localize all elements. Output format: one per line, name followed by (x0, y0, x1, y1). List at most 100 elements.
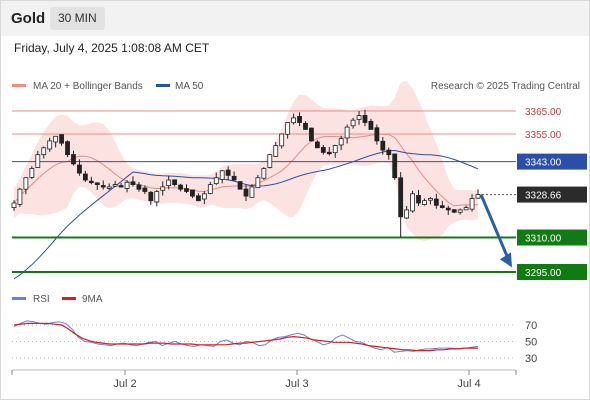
candle-body (362, 115, 368, 123)
forecast-arrow (479, 193, 512, 268)
rsi-legend-label: RSI (33, 294, 50, 305)
price-tags: 3365.00 3355.00 3343.00 3310.00 3295.00 3328.… (517, 107, 587, 280)
candle-body (463, 207, 469, 211)
rsi-legend-swatch (12, 297, 26, 300)
candle-body (201, 193, 207, 200)
ma50-legend-swatch (156, 84, 170, 87)
candle-body (41, 147, 47, 156)
candle-body (88, 180, 94, 184)
candle-body (255, 177, 261, 189)
candle-body (410, 193, 415, 212)
candle-body (320, 147, 326, 153)
candle-body (475, 194, 481, 199)
candle-body (213, 177, 219, 184)
rsi-panel: 70 50 30 (12, 320, 537, 365)
bollinger-bands (14, 81, 478, 242)
candle-body (243, 188, 249, 197)
ma9-legend-swatch (62, 297, 76, 300)
candle-body (469, 197, 475, 210)
bollinger-band-fill (14, 81, 478, 242)
candle-body (356, 115, 362, 120)
candle-body (29, 168, 35, 178)
level-label-3355.00: 3355.00 (525, 130, 562, 141)
candle-body (267, 154, 273, 168)
level-label-3310.00: 3310.00 (525, 234, 562, 245)
level-label-3365.00: 3365.00 (525, 107, 562, 118)
candle-body (309, 127, 314, 142)
candle-body (279, 133, 285, 147)
candle-body (17, 188, 23, 205)
candle-body (190, 189, 195, 197)
x-tick-label: Jul 3 (285, 378, 308, 390)
candle-body (100, 185, 106, 188)
candle-body (166, 179, 172, 187)
candle-body (47, 140, 53, 150)
candle-body (285, 122, 291, 135)
candle-body (219, 170, 225, 180)
candle-body (65, 141, 70, 156)
rsi-ma9-line (13, 322, 478, 352)
candle-body (350, 119, 356, 127)
candle-body (231, 175, 237, 181)
candle-body (380, 140, 386, 151)
forecast-arrow-head (500, 252, 512, 268)
level-tag-3343.00 (517, 153, 587, 170)
candle-body (404, 209, 410, 219)
candle-body (124, 181, 130, 189)
timeframe-badge[interactable]: 30 MIN (50, 7, 105, 30)
candle-body (451, 209, 457, 213)
rsi-tick-70: 70 (525, 320, 537, 332)
candle-body (291, 117, 296, 124)
last-price-label: 3328.66 (525, 191, 562, 202)
candle-body (368, 120, 374, 130)
candle-body (237, 181, 243, 190)
candle-body (273, 145, 279, 157)
level-tag-3310.00 (517, 229, 587, 246)
x-tick-label: Jul 4 (457, 378, 480, 390)
candle-body (172, 179, 178, 186)
price-levels (12, 110, 516, 273)
candle-body (207, 184, 213, 194)
rsi-tick-50: 50 (525, 337, 537, 349)
rsi-line (13, 320, 479, 353)
candle-body (196, 195, 201, 202)
ma-bb-legend-label: MA 20 + Bollinger Bands (33, 81, 143, 92)
candle-body (130, 181, 136, 186)
candlesticks (11, 109, 481, 238)
level-tag-3295.00 (517, 264, 587, 280)
candle-body (71, 154, 76, 165)
candle-body (184, 188, 189, 192)
candle-body (433, 198, 439, 206)
candle-body (374, 127, 380, 142)
candle-body (148, 191, 154, 202)
candle-body (106, 186, 112, 189)
candle-body (112, 184, 118, 187)
candle-body (178, 184, 183, 190)
candle-body (136, 184, 142, 190)
header-bar: Gold 30 MIN (0, 0, 590, 36)
candle-body (142, 187, 148, 192)
candle-body (160, 186, 166, 191)
candle-body (386, 149, 392, 156)
forecast-arrow-shaft (479, 193, 510, 259)
candle-body (154, 191, 160, 203)
candle-body (59, 134, 64, 144)
candle-body (428, 197, 433, 201)
candle-body (77, 164, 82, 174)
candle-body (332, 145, 338, 154)
candle-body (11, 202, 17, 208)
candle-body (457, 209, 463, 213)
symbol-title: Gold (11, 10, 46, 27)
candle-body (261, 168, 267, 179)
candle-body (398, 177, 404, 218)
rsi-tick-30: 30 (525, 353, 537, 365)
candle-body (338, 138, 344, 146)
candle-body (344, 126, 350, 139)
candle-body (23, 177, 29, 190)
candle-body (94, 182, 100, 185)
candle-body (326, 151, 332, 155)
ma50-legend-label: MA 50 (175, 81, 204, 92)
candle-body (53, 135, 59, 143)
datetime-label: Friday, July 4, 2025 1:08:08 AM CET (14, 41, 210, 55)
candle-body (82, 173, 88, 181)
